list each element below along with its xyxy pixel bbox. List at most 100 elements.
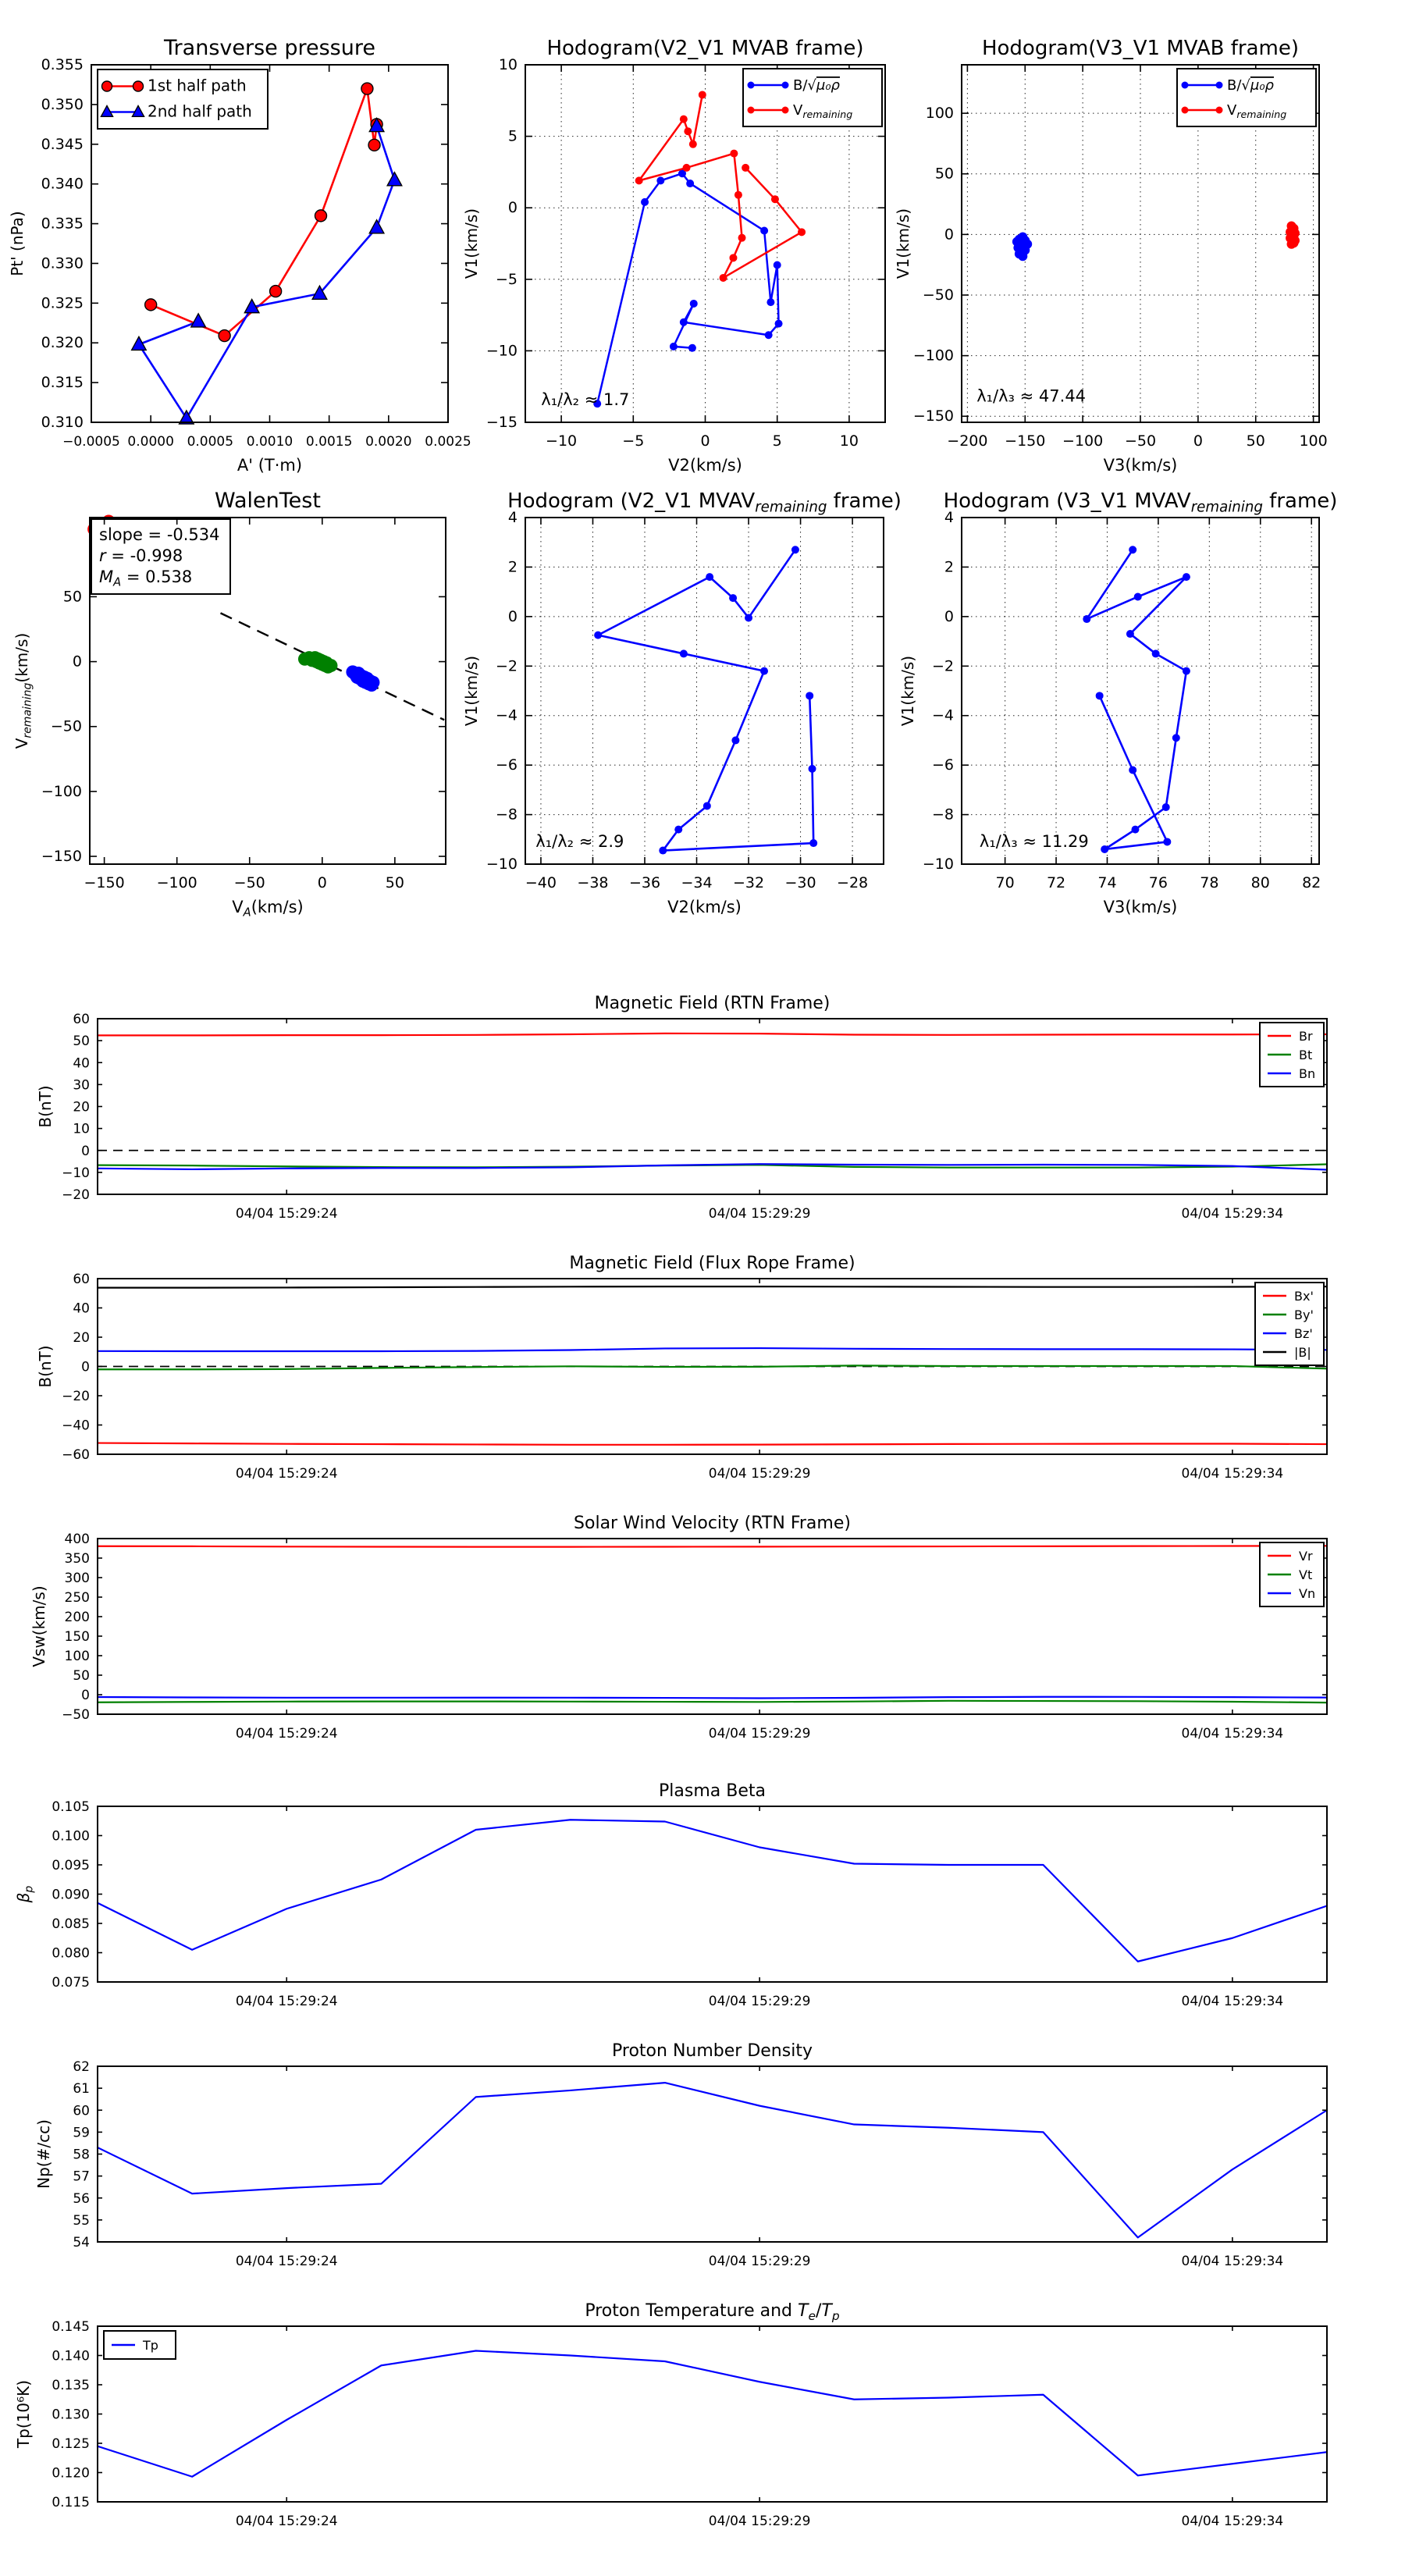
y-tick-label: 10 bbox=[499, 56, 518, 73]
marker-circle bbox=[773, 261, 781, 269]
series-2nd-half-path bbox=[137, 125, 396, 420]
y-tick-label: −8 bbox=[932, 806, 954, 824]
x-axis-label: V2(km/s) bbox=[668, 456, 742, 475]
legend: B/√μ₀ρ Vremaining bbox=[1176, 68, 1317, 127]
y-tick-label: 0.100 bbox=[52, 1829, 90, 1845]
marker-triangle bbox=[386, 171, 403, 187]
marker-circle bbox=[1182, 667, 1190, 675]
y-tick-label: 20 bbox=[73, 1330, 90, 1346]
legend-label: Tp bbox=[142, 2338, 158, 2353]
y-tick-label: −15 bbox=[486, 414, 518, 431]
marker-circle bbox=[366, 675, 380, 689]
y-tick-label: 0.330 bbox=[41, 254, 84, 272]
marker-circle bbox=[101, 80, 113, 92]
axes-spines bbox=[89, 517, 446, 865]
x-tick-label: −200 bbox=[947, 432, 987, 450]
x-tick-label: 74 bbox=[1097, 874, 1116, 891]
axes-spines bbox=[961, 517, 1320, 865]
marker-circle bbox=[808, 764, 816, 773]
marker-circle bbox=[144, 298, 158, 311]
y-tick-label: 0 bbox=[508, 199, 518, 216]
y-tick-label: −5 bbox=[496, 271, 518, 288]
y-tick-label: 54 bbox=[73, 2235, 90, 2250]
y-axis-label: Pt' (nPa) bbox=[8, 211, 27, 276]
panel-mag-fluxrope: 04/04 15:29:24 04/04 15:29:29 04/04 15:29:… bbox=[36, 1254, 1329, 1482]
x-tick-label: −40 bbox=[525, 874, 557, 891]
y-tick-label: 0.335 bbox=[41, 215, 84, 233]
marker-circle bbox=[679, 115, 688, 123]
marker-circle bbox=[688, 343, 696, 352]
marker-triangle bbox=[311, 284, 328, 301]
x-tick-label: 0.0015 bbox=[306, 434, 352, 450]
y-axis-label: V1(km/s) bbox=[898, 656, 917, 726]
marker-circle bbox=[798, 228, 806, 237]
y-tick-label: −50 bbox=[51, 718, 82, 735]
y-tick-label: 300 bbox=[65, 1571, 90, 1586]
marker-circle bbox=[698, 91, 706, 99]
series-v-path bbox=[1086, 548, 1188, 851]
x-tick-label: 0 bbox=[318, 874, 327, 891]
legend: B/√μ₀ρ Vremaining bbox=[742, 68, 883, 127]
x-tick-label: 04/04 15:29:24 bbox=[236, 1994, 338, 2009]
x-tick-label: −50 bbox=[1125, 432, 1156, 450]
y-tick-label: 0.310 bbox=[41, 414, 84, 431]
panel-plasma-beta: 04/04 15:29:24 04/04 15:29:29 04/04 15:29:… bbox=[14, 1781, 1329, 2009]
legend-label: B/√μ₀ρ bbox=[1227, 77, 1275, 94]
y-tick-label: 0.090 bbox=[52, 1888, 90, 1903]
y-tick-label: 250 bbox=[65, 1590, 90, 1606]
x-tick-label: 04/04 15:29:29 bbox=[709, 2514, 811, 2529]
marker-circle bbox=[679, 318, 688, 326]
marker-circle bbox=[641, 197, 649, 206]
marker-circle bbox=[760, 226, 769, 235]
y-tick-label: 0.085 bbox=[52, 1916, 90, 1932]
y-tick-label: −100 bbox=[41, 783, 82, 800]
legend-box bbox=[742, 68, 883, 127]
axes-spines bbox=[97, 2065, 1328, 2243]
x-tick-label: −32 bbox=[733, 874, 764, 891]
marker-circle bbox=[706, 573, 714, 582]
x-axis-label: V3(km/s) bbox=[1104, 456, 1178, 475]
axes-spines bbox=[525, 517, 884, 865]
x-tick-label: 0.0020 bbox=[365, 434, 411, 450]
series-br bbox=[96, 1032, 1329, 1037]
marker-circle bbox=[1083, 615, 1091, 624]
y-tick-label: −4 bbox=[496, 707, 518, 724]
panel-title: Hodogram (V3_V1 MVAVremaining frame) bbox=[944, 489, 1338, 516]
marker-circle bbox=[806, 692, 814, 700]
y-tick-label: 40 bbox=[73, 1055, 90, 1071]
x-tick-label: −150 bbox=[1005, 432, 1045, 450]
x-tick-label: 5 bbox=[773, 432, 782, 450]
y-axis-label: V1(km/s) bbox=[894, 208, 912, 279]
marker-circle bbox=[269, 284, 283, 298]
marker-triangle bbox=[131, 104, 145, 118]
legend-label: Vremaining bbox=[793, 102, 852, 120]
panel-title: Plasma Beta bbox=[659, 1781, 766, 1801]
y-tick-label: 60 bbox=[73, 2103, 90, 2119]
x-tick-label: 04/04 15:29:24 bbox=[236, 1206, 338, 1222]
y-tick-label: 0.350 bbox=[41, 96, 84, 113]
stats-box bbox=[91, 518, 231, 595]
y-tick-label: −2 bbox=[932, 657, 954, 674]
y-tick-label: 0.315 bbox=[41, 374, 84, 391]
x-tick-label: −34 bbox=[681, 874, 712, 891]
marker-circle bbox=[368, 138, 381, 151]
marker-triangle bbox=[178, 409, 195, 425]
y-axis-label: B(nT) bbox=[36, 1345, 55, 1387]
y-tick-label: 4 bbox=[944, 509, 954, 526]
marker-circle bbox=[659, 846, 667, 855]
y-tick-label: 100 bbox=[926, 105, 954, 122]
y-tick-label: 0.125 bbox=[52, 2436, 90, 2452]
x-tick-label: 10 bbox=[840, 432, 859, 450]
marker-circle bbox=[1018, 251, 1028, 262]
marker-circle bbox=[729, 594, 738, 603]
x-tick-label: 04/04 15:29:34 bbox=[1182, 1206, 1284, 1222]
y-tick-label: 10 bbox=[73, 1122, 90, 1137]
marker-circle bbox=[1129, 766, 1137, 774]
series-bx- bbox=[96, 1442, 1329, 1446]
marker-circle bbox=[781, 106, 789, 114]
marker-circle bbox=[669, 342, 678, 350]
legend: Tp bbox=[103, 2330, 176, 2360]
y-tick-label: 0 bbox=[81, 1144, 90, 1159]
